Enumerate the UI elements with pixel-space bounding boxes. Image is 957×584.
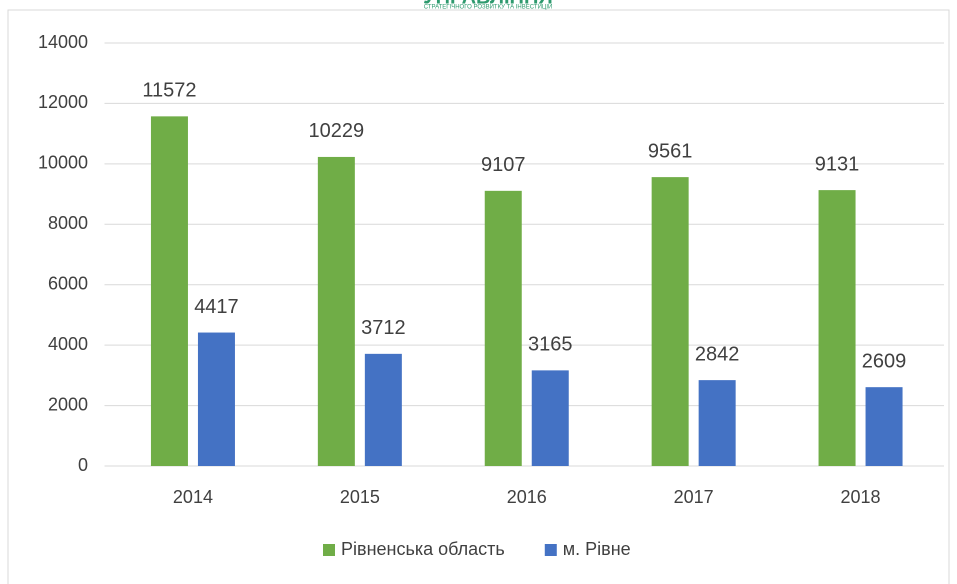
legend-label: Рівненська область xyxy=(341,539,505,559)
data-label: 9107 xyxy=(481,154,526,176)
y-tick-label: 6000 xyxy=(48,273,88,293)
logo-text: УПРАВЛІННЯ xyxy=(423,0,553,8)
data-label: 3712 xyxy=(361,317,406,339)
data-label: 2842 xyxy=(695,343,740,365)
data-label: 2609 xyxy=(862,350,907,372)
legend-swatch xyxy=(544,544,557,556)
bar xyxy=(484,190,522,466)
y-tick-label: 4000 xyxy=(48,334,88,354)
legend-label: м. Рівне xyxy=(563,539,631,559)
data-label: 3165 xyxy=(528,334,573,356)
bar xyxy=(364,353,402,466)
bar xyxy=(531,370,569,466)
bar xyxy=(197,332,235,466)
bar xyxy=(865,387,903,466)
data-label: 11572 xyxy=(142,80,196,102)
legend-swatch xyxy=(323,544,335,556)
bar xyxy=(698,380,736,466)
y-tick-label: 0 xyxy=(78,455,88,475)
y-tick-label: 12000 xyxy=(38,92,88,112)
bar xyxy=(317,156,355,467)
y-tick-label: 2000 xyxy=(48,394,88,414)
data-label: 4417 xyxy=(194,296,239,318)
x-tick-label: 2014 xyxy=(173,487,213,507)
x-tick-label: 2017 xyxy=(674,487,714,507)
y-tick-label: 14000 xyxy=(38,32,88,52)
bar xyxy=(651,177,689,466)
data-label: 9561 xyxy=(648,140,693,162)
bar xyxy=(150,116,188,466)
x-tick-label: 2018 xyxy=(841,487,881,507)
bar xyxy=(818,190,856,467)
y-tick-label: 10000 xyxy=(38,153,88,173)
y-tick-label: 8000 xyxy=(48,213,88,233)
data-label: 9131 xyxy=(815,153,860,175)
data-label: 10229 xyxy=(309,120,365,142)
x-tick-label: 2015 xyxy=(340,487,380,507)
logo-subtext: СТРАТЕГІЧНОГО РОЗВИТКУ ТА ІНВЕСТИЦІЙ xyxy=(424,3,553,11)
x-tick-label: 2016 xyxy=(507,487,547,507)
